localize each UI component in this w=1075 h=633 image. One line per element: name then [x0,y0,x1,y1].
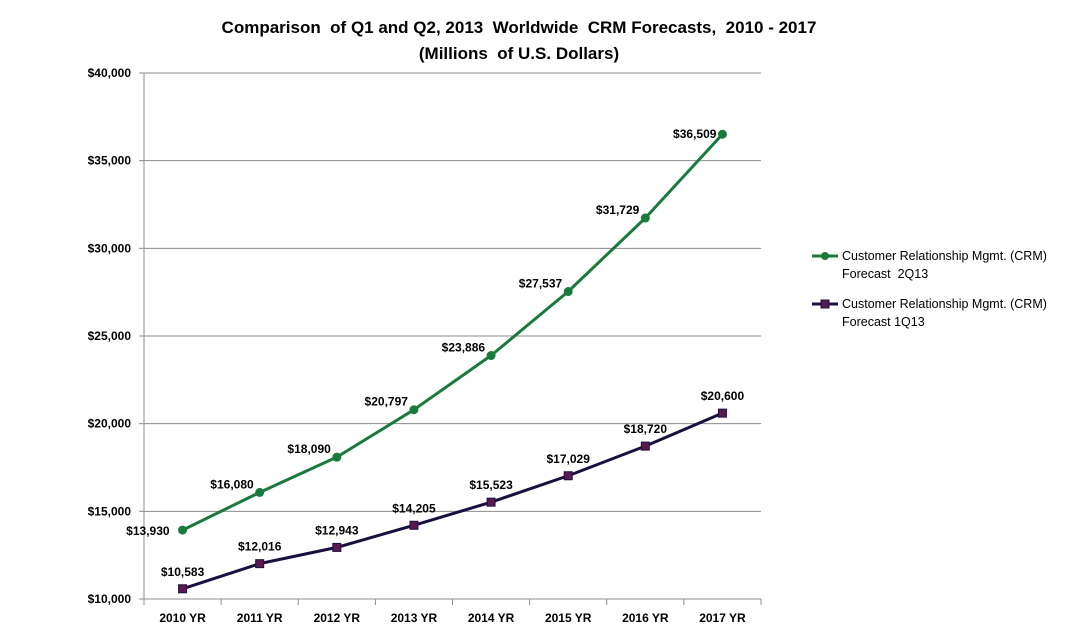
data-label: $10,583 [161,565,205,579]
data-label: $15,523 [469,478,513,492]
y-tick-label: $20,000 [88,417,132,431]
data-point [486,497,496,507]
data-point [255,487,265,497]
legend-label-2q13-line1: Customer Relationship Mgmt. (CRM) [842,249,1047,263]
data-point [717,129,727,139]
x-tick-label: 2015 YR [545,611,592,625]
legend-label-2q13-line2: Forecast 2Q13 [842,267,928,281]
data-point [178,525,188,535]
legend-swatch-marker-2q13 [821,252,829,260]
legend-swatch-marker-1q13 [820,299,830,309]
data-label: $17,029 [546,452,590,466]
data-point [717,408,727,418]
x-tick-label: 2017 YR [699,611,746,625]
data-label: $36,509 [673,127,717,141]
data-point [563,287,573,297]
chart-title-line2: (Millions of U.S. Dollars) [419,44,619,63]
y-tick-label: $10,000 [88,592,132,606]
series-group: $13,930 $16,080 $18,090 $20,797 $23,886 $27,5… [126,127,745,594]
data-point [486,351,496,361]
legend: Customer Relationship Mgmt. (CRM) Foreca… [812,249,1047,329]
y-tick-label: $40,000 [88,66,132,80]
y-axis-ticks: $10,000 $15,000 $20,000 $25,000 $30,000 $35,0… [88,66,144,606]
data-label: $20,797 [365,395,409,409]
data-label: $13,930 [126,524,170,538]
data-point [409,405,419,415]
data-label: $16,080 [210,477,254,491]
x-tick-label: 2014 YR [468,611,515,625]
data-point [332,542,342,552]
data-label: $14,205 [392,501,436,515]
data-point [409,520,419,530]
data-point [332,452,342,462]
x-axis-ticks: 2010 YR 2011 YR 2012 YR 2013 YR 2014 YR 2015 … [143,599,762,625]
data-label: $31,729 [596,203,640,217]
gridlines [144,72,761,512]
data-label: $12,943 [315,523,359,537]
data-label: $18,720 [624,422,668,436]
x-tick-label: 2013 YR [391,611,438,625]
data-point [640,213,650,223]
legend-label-1q13-line1: Customer Relationship Mgmt. (CRM) [842,297,1047,311]
data-label: $20,600 [701,389,745,403]
y-tick-label: $25,000 [88,329,132,343]
series-line-0 [181,133,724,532]
x-tick-label: 2012 YR [314,611,361,625]
chart-title-line1: Comparison of Q1 and Q2, 2013 Worldwide … [222,18,817,37]
y-tick-label: $30,000 [88,241,132,255]
data-label: $23,886 [442,341,486,355]
x-tick-label: 2011 YR [237,611,283,625]
data-label: $18,090 [287,442,331,456]
data-label: $27,537 [519,277,563,291]
y-tick-label: $15,000 [88,504,132,518]
data-point [563,471,573,481]
data-point [178,584,188,594]
series-line-1 [182,411,724,591]
data-label: $12,016 [238,540,282,554]
legend-label-1q13-line2: Forecast 1Q13 [842,315,925,329]
data-point [255,559,265,569]
x-tick-label: 2016 YR [622,611,669,625]
x-tick-label: 2010 YR [159,611,206,625]
data-point [640,441,650,451]
y-tick-label: $35,000 [88,154,132,168]
